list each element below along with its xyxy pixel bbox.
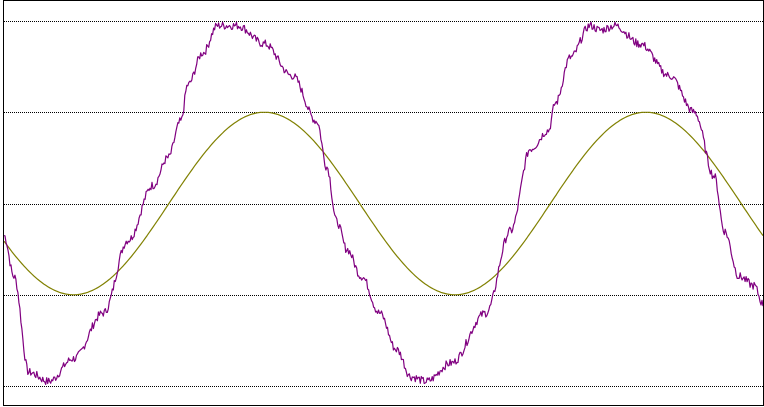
series-line-1 xyxy=(3,21,764,385)
plot-frame xyxy=(3,0,764,406)
grid-lines xyxy=(4,21,763,387)
series-line-0 xyxy=(3,111,764,296)
series-layer xyxy=(3,21,764,385)
